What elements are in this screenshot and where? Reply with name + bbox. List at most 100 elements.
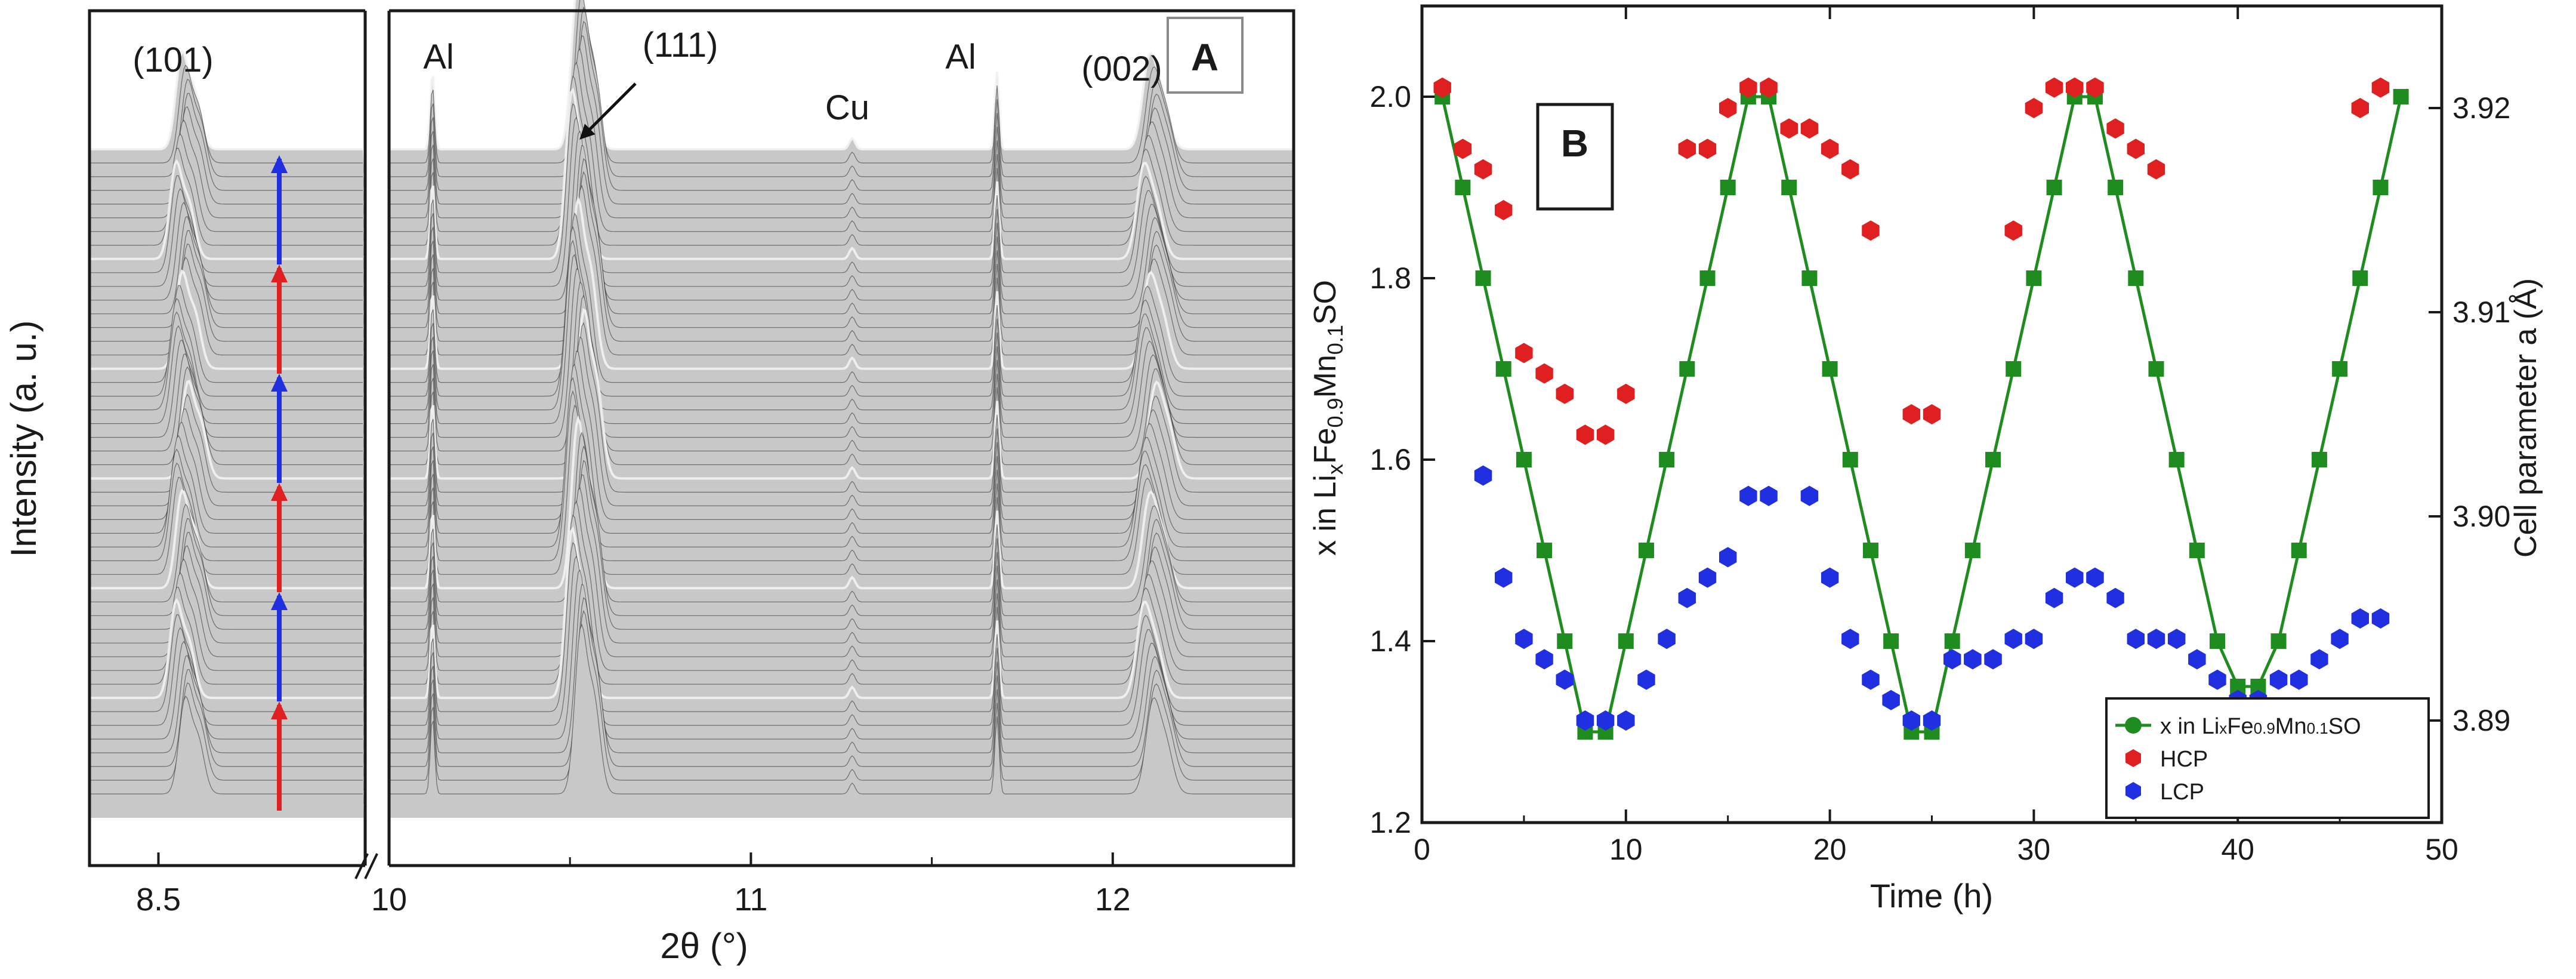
x-tick-label: 40 [2221, 833, 2254, 866]
panel-b-data [1433, 77, 2409, 740]
point-lcp [2188, 649, 2206, 670]
scan-fill [91, 381, 364, 503]
y-left-tick-label: 1.4 [1369, 624, 1411, 658]
scan-trace [91, 448, 363, 547]
scan-fill [91, 449, 364, 571]
point-hcp [2045, 77, 2063, 98]
scan-fill [91, 79, 364, 201]
scan-trace [390, 281, 1292, 452]
legend-label-part: Fe [2227, 714, 2253, 739]
panel-a-letter: A [1191, 36, 1218, 79]
scan-trace [390, 415, 1292, 590]
scan-trace [390, 239, 1292, 411]
scan-fill [390, 7, 1292, 201]
point-x [2311, 452, 2327, 467]
scan-trace [91, 655, 363, 753]
point-lcp [2167, 629, 2186, 649]
scan-fill [91, 257, 364, 379]
scan-fill [91, 572, 364, 695]
scan-trace [390, 569, 1292, 740]
scan-trace [91, 531, 363, 630]
scan-fill [390, 172, 1292, 365]
scan-trace [91, 476, 363, 575]
point-lcp [1637, 669, 1655, 690]
point-x [2210, 633, 2226, 649]
x-tick-label: 10 [371, 882, 407, 918]
point-lcp [2331, 629, 2349, 649]
scan-fill [390, 488, 1292, 681]
scan-trace [91, 587, 363, 685]
point-lcp [2310, 649, 2328, 670]
point-x [1475, 270, 1491, 286]
scan-fill [390, 475, 1292, 667]
legend-label-part: Mn [2275, 714, 2307, 739]
x-tick-label: 11 [734, 882, 767, 918]
scan-trace [91, 489, 363, 590]
scan-trace [390, 254, 1292, 424]
scan-trace [91, 325, 363, 424]
scan-fill [91, 504, 364, 626]
point-hcp [2147, 159, 2165, 180]
point-x [2373, 180, 2389, 195]
scan-trace [91, 421, 363, 520]
point-hcp [1719, 98, 1737, 118]
point-lcp [2045, 587, 2063, 608]
point-hcp [1698, 138, 1717, 159]
point-lcp [1556, 669, 1574, 690]
point-x [1985, 452, 2001, 467]
scan-trace [91, 339, 363, 438]
arrow-head [271, 374, 288, 392]
scan-trace [91, 641, 363, 740]
scan-fill [91, 65, 364, 187]
point-hcp [1821, 138, 1839, 159]
point-x [2291, 543, 2307, 558]
scan-trace [390, 623, 1292, 795]
point-x [1720, 180, 1736, 195]
point-x [1964, 543, 1980, 558]
point-lcp [1719, 547, 1737, 568]
point-lcp [1678, 587, 1696, 608]
point-lcp [2290, 669, 2308, 690]
scan-trace [91, 298, 363, 397]
scan-trace [390, 597, 1292, 767]
legend-marker-hcp [2125, 749, 2141, 767]
scan-fill [91, 189, 364, 310]
scan-fill [91, 230, 364, 352]
panel-b-letter-box [1536, 103, 1614, 211]
peak-label: (002) [1081, 50, 1162, 88]
point-lcp [1739, 485, 1757, 506]
point-hcp [1556, 383, 1574, 404]
x-tick-label: 50 [2425, 833, 2458, 866]
point-x [2046, 180, 2062, 195]
y-left-tick-label: 1.8 [1369, 261, 1411, 295]
scan-trace [91, 187, 363, 287]
scan-trace [91, 598, 363, 700]
panel-a-letter-box [1167, 17, 1244, 94]
scan-trace [91, 64, 363, 164]
point-hcp [1474, 159, 1492, 180]
scan-trace [91, 669, 363, 767]
y-right-tick-label: 3.90 [2452, 500, 2510, 533]
legend-marker-lcp [2125, 782, 2141, 800]
scan-trace [390, 364, 1292, 534]
legend-marker-x [2125, 717, 2142, 734]
peak-label: (111) [643, 26, 718, 64]
legend-label-part: x [2219, 719, 2227, 737]
point-lcp [2147, 629, 2165, 649]
scan-fill [91, 546, 364, 667]
legend-label: x in LixFe0.9Mn0.1SO [2160, 714, 2361, 739]
scan-fill [91, 51, 364, 173]
arrow-head [271, 264, 288, 282]
scan-trace [390, 404, 1292, 575]
point-x [2189, 543, 2205, 558]
scan-trace [390, 144, 1292, 315]
point-x [1537, 543, 1553, 558]
scan-fill [91, 614, 364, 736]
axis-break-mark-2 [364, 853, 378, 879]
y-right-tick-label: 3.91 [2452, 295, 2510, 329]
scan-fill [91, 176, 364, 297]
scan-trace [390, 87, 1292, 260]
point-hcp [1902, 404, 1920, 424]
x-tick-label: 8.5 [136, 882, 181, 918]
